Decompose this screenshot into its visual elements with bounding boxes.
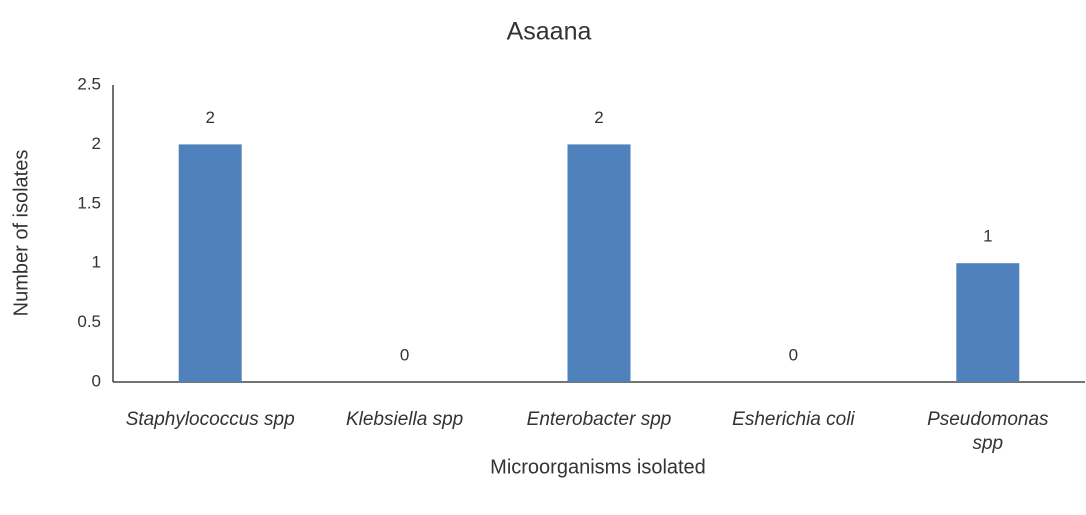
chart-title: Asaana [507, 18, 592, 46]
x-tick-label: Klebsiella spp [345, 409, 464, 430]
data-label: 0 [400, 345, 409, 364]
y-tick-label: 0 [92, 371, 101, 390]
y-tick-label: 2.5 [77, 74, 101, 93]
data-label: 1 [983, 227, 992, 246]
y-axis-title: Number of isolates [10, 150, 32, 317]
data-label: 2 [594, 108, 603, 127]
x-tick-label: Staphylococcus spp [125, 409, 295, 430]
bar [956, 263, 1020, 382]
x-tick-label: Pseudomonas spp [927, 409, 1049, 454]
bar [567, 144, 631, 382]
x-tick-label: Enterobacter spp [526, 409, 672, 430]
data-label: 2 [205, 108, 214, 127]
x-axis-title: Microorganisms isolated [490, 456, 706, 478]
data-label: 0 [789, 345, 798, 364]
y-tick-label: 2 [92, 134, 101, 153]
x-tick-label: Esherichia coli [732, 409, 855, 430]
y-tick-label: 1 [92, 253, 101, 272]
y-tick-label: 0.5 [77, 312, 101, 331]
bar [178, 144, 242, 382]
y-tick-label: 1.5 [77, 193, 101, 212]
